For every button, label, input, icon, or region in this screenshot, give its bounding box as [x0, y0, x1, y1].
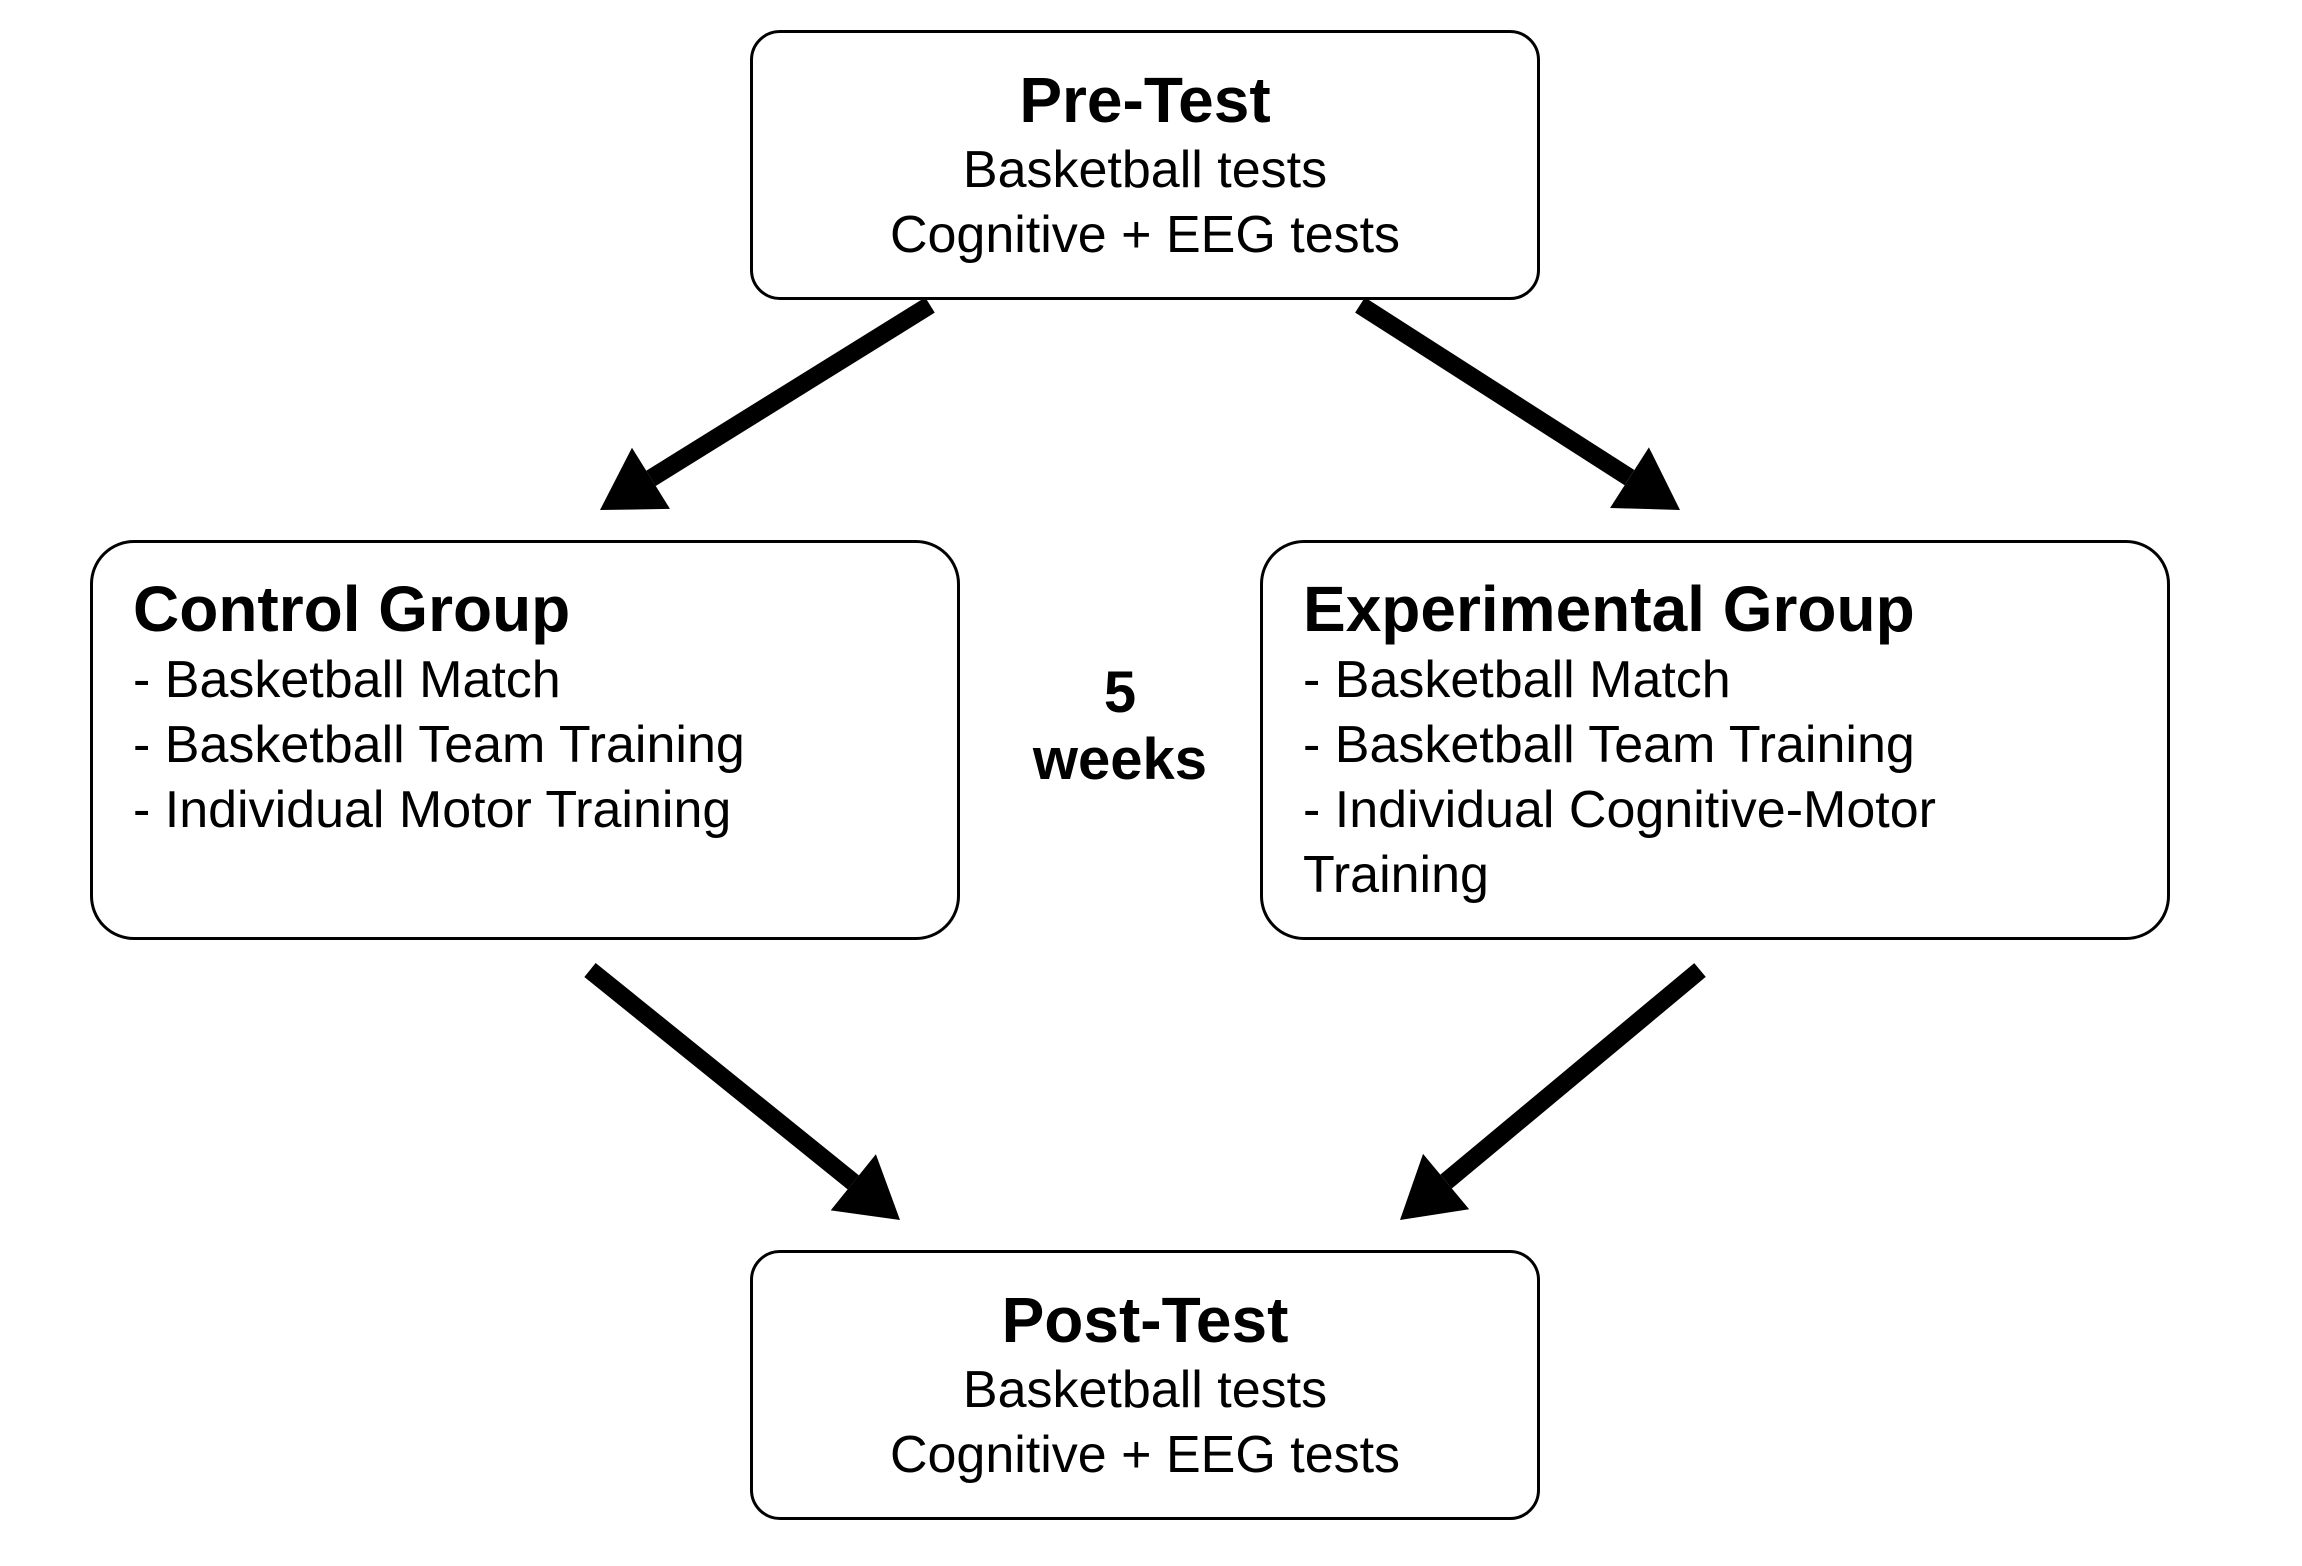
node-control-line-2: - Individual Motor Training: [133, 778, 917, 843]
arrow-shaft-control-to-posttest: [590, 970, 853, 1182]
duration-line-1: 5: [1020, 660, 1220, 727]
node-control-title: Control Group: [133, 571, 917, 648]
node-posttest: Post-Test Basketball tests Cognitive + E…: [750, 1250, 1540, 1520]
node-control-line-0: - Basketball Match: [133, 648, 917, 713]
duration-line-2: weeks: [1020, 727, 1220, 794]
arrow-head-pretest-to-experimental: [1610, 447, 1680, 510]
node-experimental-line-2: - Individual Cognitive-Motor Training: [1303, 778, 2127, 908]
arrow-shaft-experimental-to-posttest: [1446, 970, 1700, 1182]
node-posttest-line-1: Cognitive + EEG tests: [793, 1423, 1497, 1488]
node-control-group: Control Group - Basketball Match - Baske…: [90, 540, 960, 940]
node-experimental-line-0: - Basketball Match: [1303, 648, 2127, 713]
duration-label: 5 weeks: [1020, 660, 1220, 793]
node-experimental-group: Experimental Group - Basketball Match - …: [1260, 540, 2170, 940]
node-pretest: Pre-Test Basketball tests Cognitive + EE…: [750, 30, 1540, 300]
flowchart-canvas: Pre-Test Basketball tests Cognitive + EE…: [0, 0, 2302, 1566]
node-pretest-title: Pre-Test: [793, 62, 1497, 139]
node-experimental-line-1: - Basketball Team Training: [1303, 713, 2127, 778]
node-pretest-line-1: Cognitive + EEG tests: [793, 203, 1497, 268]
node-control-line-1: - Basketball Team Training: [133, 713, 917, 778]
arrow-shaft-pretest-to-control: [651, 305, 930, 478]
arrow-shaft-pretest-to-experimental: [1360, 305, 1629, 478]
arrow-head-control-to-posttest: [831, 1154, 900, 1220]
arrow-head-pretest-to-control: [600, 448, 670, 510]
node-posttest-line-0: Basketball tests: [793, 1358, 1497, 1423]
node-experimental-title: Experimental Group: [1303, 571, 2127, 648]
node-posttest-title: Post-Test: [793, 1282, 1497, 1359]
node-pretest-line-0: Basketball tests: [793, 138, 1497, 203]
arrow-head-experimental-to-posttest: [1400, 1154, 1469, 1220]
